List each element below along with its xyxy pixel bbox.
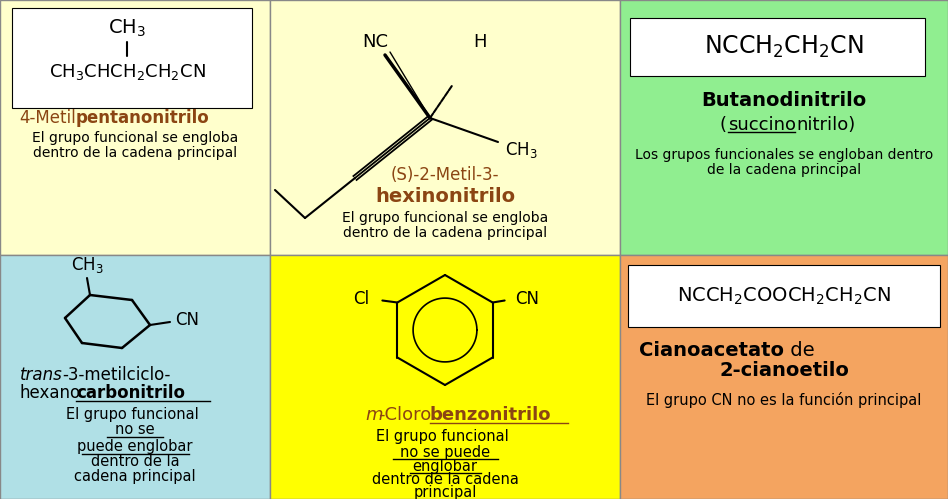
Text: dentro de la cadena principal: dentro de la cadena principal (33, 146, 237, 160)
Bar (12, 8, 252, 108)
Text: benzonitrilo: benzonitrilo (430, 406, 552, 424)
Bar (0, 255, 270, 499)
Text: no se puede: no se puede (400, 445, 490, 460)
Text: H: H (473, 33, 486, 51)
Text: (S)-2-Metil-3-: (S)-2-Metil-3- (391, 166, 500, 184)
Text: CN: CN (515, 289, 538, 307)
Text: cadena principal: cadena principal (74, 470, 196, 485)
Text: puede englobar: puede englobar (77, 440, 192, 455)
Bar (630, 18, 925, 76)
Bar (628, 265, 940, 327)
Text: Los grupos funcionales se engloban dentro: Los grupos funcionales se engloban dentr… (635, 148, 933, 162)
Text: no se: no se (116, 423, 155, 438)
Text: 2-cianoetilo: 2-cianoetilo (720, 360, 849, 380)
Bar (620, 0, 948, 255)
Text: CH$_3$CHCH$_2$CH$_2$CN: CH$_3$CHCH$_2$CH$_2$CN (48, 62, 206, 82)
Text: El grupo funcional: El grupo funcional (66, 408, 204, 423)
Text: NCCH$_2$CH$_2$CN: NCCH$_2$CH$_2$CN (704, 34, 864, 60)
Text: nitrilo): nitrilo) (796, 116, 855, 134)
Text: dentro de la cadena: dentro de la cadena (372, 473, 519, 488)
Bar (0, 0, 270, 255)
Text: El grupo CN no es la función principal: El grupo CN no es la función principal (647, 392, 921, 408)
Text: Butanodinitrilo: Butanodinitrilo (702, 90, 866, 109)
Text: El grupo funcional se engloba: El grupo funcional se engloba (32, 131, 238, 145)
Text: englobar: englobar (412, 459, 478, 474)
Text: CH$_3$: CH$_3$ (108, 17, 146, 38)
Text: NCCH$_2$COOCH$_2$CH$_2$CN: NCCH$_2$COOCH$_2$CH$_2$CN (677, 285, 891, 307)
Text: (: ( (720, 116, 727, 134)
Bar (270, 0, 620, 255)
Text: -3-metilciclo-: -3-metilciclo- (62, 366, 171, 384)
Text: CH$_3$: CH$_3$ (505, 140, 538, 160)
Text: succino: succino (728, 116, 796, 134)
Bar (270, 255, 620, 499)
Text: El grupo funcional: El grupo funcional (376, 430, 514, 445)
Text: -Cloro: -Cloro (378, 406, 431, 424)
Text: de: de (784, 340, 814, 359)
Text: pentanonitrilo: pentanonitrilo (76, 109, 210, 127)
Text: NC: NC (362, 33, 388, 51)
Text: carbonitrilo: carbonitrilo (76, 384, 185, 402)
Text: de la cadena principal: de la cadena principal (707, 163, 861, 177)
Text: trans: trans (20, 366, 63, 384)
Text: dentro de la cadena principal: dentro de la cadena principal (343, 226, 547, 240)
Text: Cianoacetato: Cianoacetato (639, 340, 784, 359)
Text: 4-Metil: 4-Metil (19, 109, 76, 127)
Text: CN: CN (175, 311, 199, 329)
Text: Cl: Cl (354, 289, 370, 307)
Text: principal: principal (413, 486, 477, 499)
Bar (620, 255, 948, 499)
Text: El grupo funcional se engloba: El grupo funcional se engloba (342, 211, 548, 225)
Text: dentro de la: dentro de la (91, 455, 179, 470)
Text: hexano: hexano (20, 384, 82, 402)
Text: hexinonitrilo: hexinonitrilo (375, 187, 515, 206)
Text: CH$_3$: CH$_3$ (70, 255, 103, 275)
Text: m: m (365, 406, 382, 424)
